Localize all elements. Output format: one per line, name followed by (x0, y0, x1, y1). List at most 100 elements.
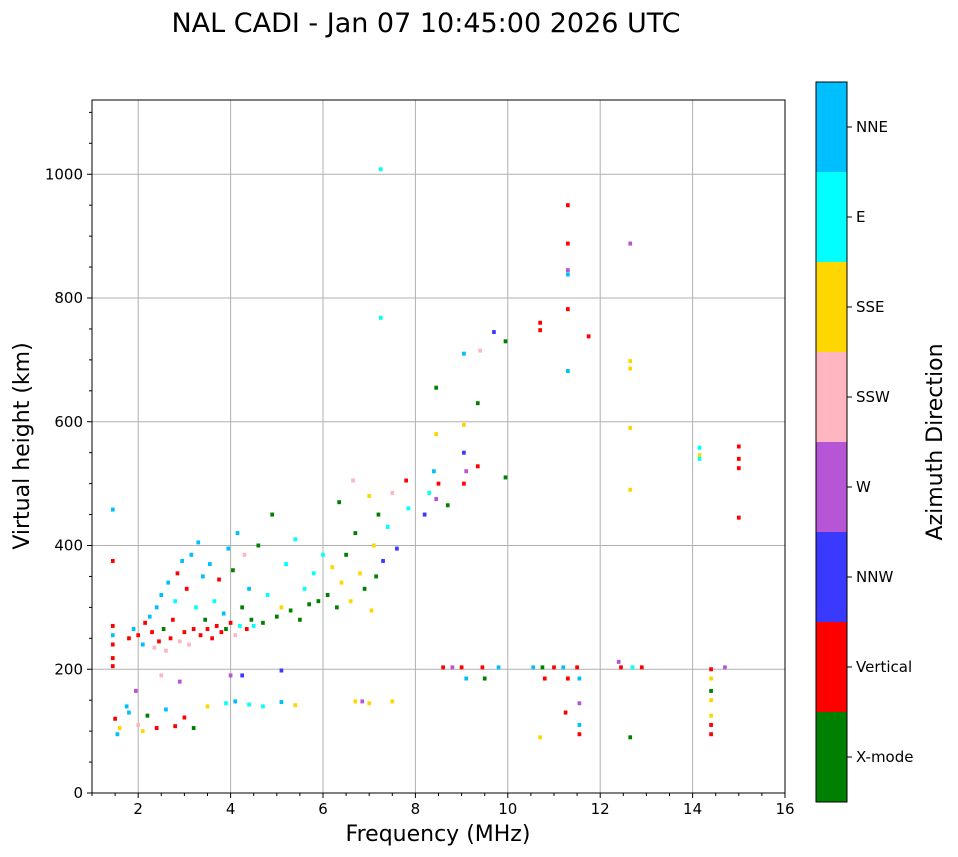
echo-point (191, 627, 196, 632)
colorbar-swatch (816, 442, 847, 532)
echo-point (362, 586, 367, 591)
echo-point (191, 726, 196, 731)
echo-point (404, 478, 409, 483)
echo-point (459, 665, 464, 670)
echo-point (180, 558, 184, 563)
echo-point (348, 599, 353, 604)
echo-point (475, 464, 480, 469)
colorbar-label-item: SSW (856, 388, 890, 406)
echo-point (376, 512, 381, 517)
echo-point (154, 605, 159, 610)
echo-point (496, 665, 501, 670)
x-axis: 2 4 6 8 10 12 14 16 (91, 793, 795, 818)
echo-point (462, 422, 466, 427)
echo-point (575, 665, 579, 670)
echo-point (224, 627, 228, 632)
plot-area: 2 4 6 8 10 12 14 16 0 200 400 600 800 1000 (45, 99, 795, 818)
echo-point (462, 450, 466, 455)
echo-point (480, 665, 485, 670)
echo-point (353, 531, 358, 536)
x-axis-label: Frequency (MHz) (346, 822, 531, 847)
echo-point (233, 699, 238, 704)
echo-point (251, 623, 256, 628)
echo-point (450, 665, 455, 670)
x-tick-label: 12 (591, 800, 610, 818)
echo-point (307, 602, 311, 607)
echo-point (503, 339, 508, 344)
echo-point (117, 726, 122, 731)
echo-point (161, 627, 166, 632)
echo-point (697, 456, 702, 461)
echo-point (619, 665, 623, 670)
colorbar-swatch (816, 82, 847, 172)
x-tick-label: 14 (683, 800, 702, 818)
colorbar-label-item: X-mode (856, 748, 913, 766)
echo-point (249, 617, 254, 622)
echo-point (577, 701, 582, 706)
echo-point (709, 722, 713, 727)
echo-point (182, 715, 187, 720)
echo-point (173, 599, 178, 604)
echo-point (552, 665, 556, 670)
echo-point (110, 623, 115, 628)
echo-point (736, 466, 741, 471)
colorbar-label-item: SSE (856, 298, 885, 316)
echo-point (173, 724, 178, 729)
y-axis-label: Virtual height (km) (10, 342, 35, 549)
echo-point (240, 605, 244, 610)
echo-point (171, 617, 175, 622)
colorbar-swatch (816, 532, 847, 622)
echo-point (339, 580, 344, 585)
echo-point (231, 568, 235, 573)
echo-point (697, 453, 702, 458)
echo-point (270, 512, 275, 517)
echo-point (432, 469, 436, 474)
echo-point (427, 490, 432, 495)
echo-point (143, 620, 147, 625)
y-tick-label: 1000 (45, 165, 83, 183)
echo-point (203, 617, 208, 622)
echo-point (374, 574, 378, 579)
echo-point (164, 707, 168, 712)
echo-point (244, 627, 249, 632)
echo-point (390, 490, 395, 495)
colorbar-label-item: NNE (856, 118, 888, 136)
echo-point (311, 571, 316, 576)
echo-point (154, 726, 159, 731)
echo-point (187, 642, 191, 647)
echo-point (196, 540, 201, 545)
echo-point (441, 665, 445, 670)
echo-point (175, 571, 180, 576)
echo-point (115, 732, 120, 737)
echo-point (628, 241, 633, 246)
echo-point (140, 642, 145, 647)
echo-point (288, 608, 293, 613)
y-tick-label: 0 (73, 784, 83, 802)
colorbar-frame (815, 81, 848, 803)
colorbar-label-item: NNW (856, 568, 893, 586)
echo-point (240, 673, 244, 678)
echo-point (628, 425, 633, 430)
echo-point (110, 633, 115, 638)
echo-point (242, 552, 247, 557)
echo-point (566, 268, 570, 273)
echo-point (709, 732, 713, 737)
y-tick-label: 400 (54, 537, 83, 555)
echo-point (265, 593, 270, 597)
echo-point (228, 673, 233, 678)
x-tick-label: 8 (411, 800, 421, 818)
y-tick-label: 600 (54, 413, 83, 431)
echo-point (577, 732, 582, 737)
echo-point (709, 667, 713, 672)
echo-point (321, 552, 325, 557)
echo-point (445, 503, 450, 508)
echo-point (145, 713, 150, 718)
plot-background (92, 100, 785, 793)
echo-point (464, 676, 469, 681)
echo-point (586, 334, 591, 339)
data-points (110, 167, 741, 740)
echo-point (542, 676, 547, 681)
echo-point (378, 315, 383, 320)
echo-point (279, 668, 284, 673)
x-tick-label: 2 (133, 800, 143, 818)
